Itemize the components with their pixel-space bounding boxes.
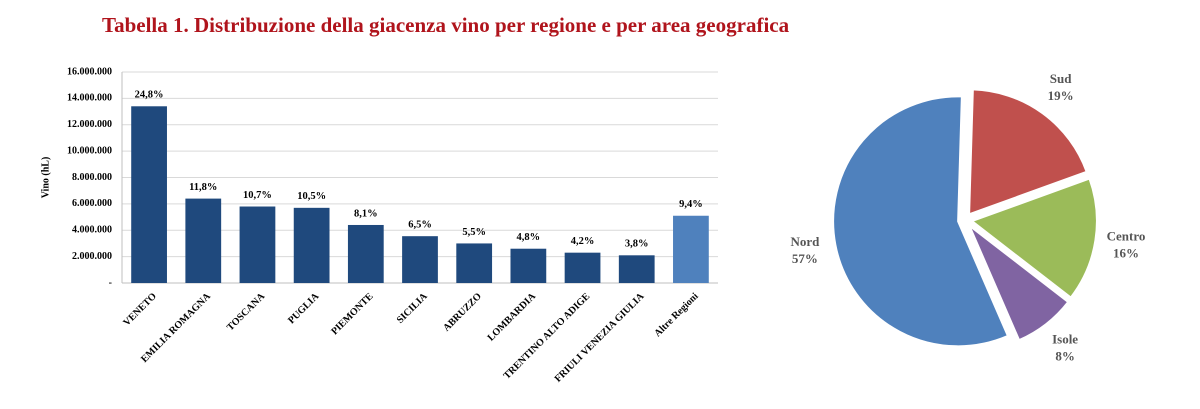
pie-value-label: 57% — [792, 251, 818, 266]
y-tick-label: 14.000.000 — [67, 93, 112, 104]
pie-category-label: Centro — [1107, 228, 1146, 243]
y-axis-label: Vino (hL) — [40, 157, 51, 199]
x-tick-label: SICILIA — [395, 290, 430, 325]
pie-category-label: Isole — [1052, 332, 1078, 347]
pie-value-label: 16% — [1113, 245, 1139, 260]
bar-share-label: 4,2% — [571, 236, 595, 247]
bar-share-label: 11,8% — [189, 182, 217, 193]
x-tick-label: TOSCANA — [225, 290, 268, 333]
x-tick-label: ABRUZZO — [441, 291, 484, 334]
pie-category-label: Nord — [790, 234, 820, 249]
bar — [510, 248, 547, 283]
y-tick-label: 12.000.000 — [67, 119, 112, 130]
bar-share-label: 3,8% — [625, 239, 649, 250]
pie-slice — [832, 95, 1010, 348]
pie-slice — [968, 224, 1070, 342]
bar-share-label: 4,8% — [517, 232, 541, 243]
bar — [239, 206, 276, 283]
bar — [185, 198, 222, 283]
pie-slice — [968, 88, 1088, 216]
bar — [618, 255, 655, 283]
x-tick-label: VENETO — [121, 291, 159, 329]
pie-slice — [969, 177, 1098, 299]
y-tick-label: - — [109, 277, 112, 288]
bar-share-label: 8,1% — [354, 208, 378, 219]
bar — [347, 224, 384, 283]
y-tick-label: 6.000.000 — [72, 198, 112, 209]
y-tick-label: 16.000.000 — [67, 66, 112, 77]
x-tick-label: FRIULI VENEZIA GIULIA — [553, 290, 647, 384]
bar — [673, 215, 709, 283]
x-tick-label: LOMBARDIA — [486, 290, 539, 343]
pie-value-label: 8% — [1055, 349, 1075, 364]
bar — [131, 106, 167, 283]
y-tick-label: 8.000.000 — [72, 172, 112, 183]
y-tick-label: 4.000.000 — [72, 225, 112, 236]
bar-share-label: 10,5% — [297, 191, 326, 202]
bar — [293, 207, 330, 283]
x-tick-label: PUGLIA — [286, 290, 322, 326]
x-tick-label: PIEMONTE — [329, 291, 376, 338]
pie-value-label: 19% — [1048, 88, 1074, 103]
y-tick-label: 10.000.000 — [67, 145, 112, 156]
bar-share-label: 24,8% — [135, 90, 164, 101]
y-tick-label: 2.000.000 — [72, 251, 112, 262]
bar — [402, 236, 438, 283]
x-tick-label: Altre Regioni — [652, 291, 700, 339]
bar-share-label: 10,7% — [243, 190, 272, 201]
bar-share-label: 6,5% — [408, 220, 432, 231]
bar — [456, 243, 493, 283]
pie-category-label: Sud — [1050, 71, 1072, 86]
bar-share-label: 5,5% — [462, 227, 486, 238]
bar-share-label: 9,4% — [679, 199, 703, 210]
page-title: Tabella 1. Distribuzione della giacenza … — [102, 13, 790, 37]
bar — [564, 252, 601, 283]
x-tick-label: TRENTINO ALTO ADIGE — [502, 291, 593, 382]
